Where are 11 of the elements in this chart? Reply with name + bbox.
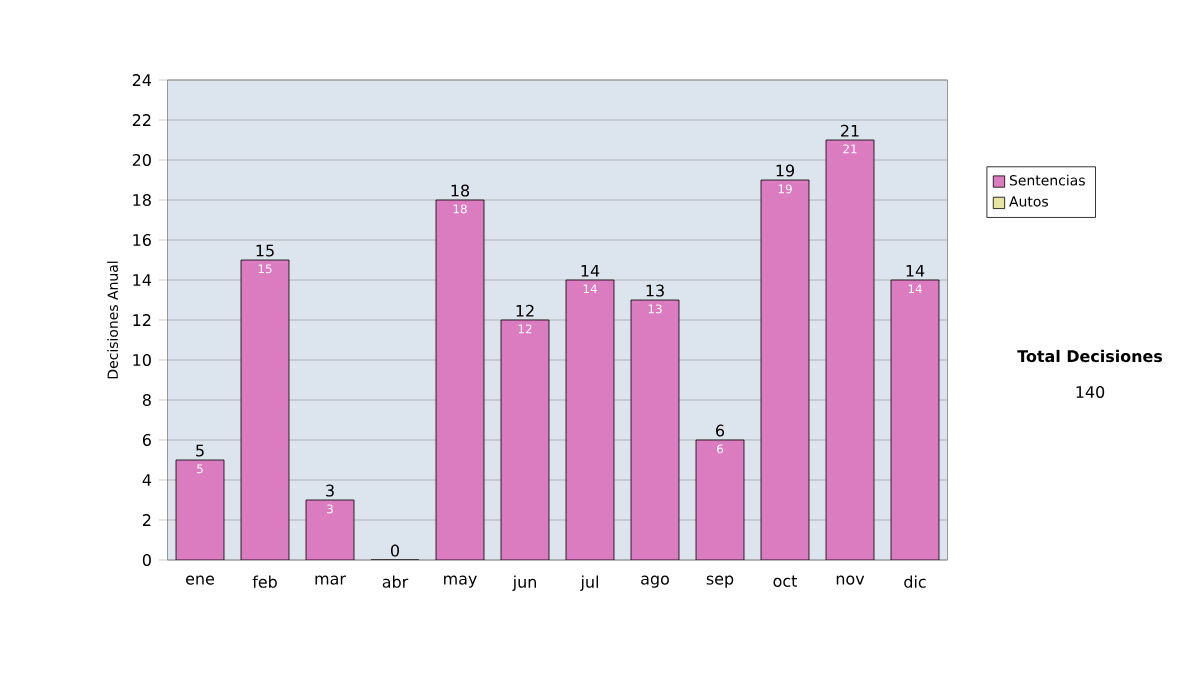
bar (890, 279, 940, 560)
bar (176, 460, 224, 560)
bar (566, 280, 615, 560)
bar (826, 140, 875, 560)
bar (631, 300, 680, 560)
bar (436, 200, 484, 560)
bar (241, 260, 289, 560)
bar (696, 440, 745, 560)
bar (501, 320, 549, 560)
bar (306, 500, 354, 560)
bar (761, 180, 810, 560)
